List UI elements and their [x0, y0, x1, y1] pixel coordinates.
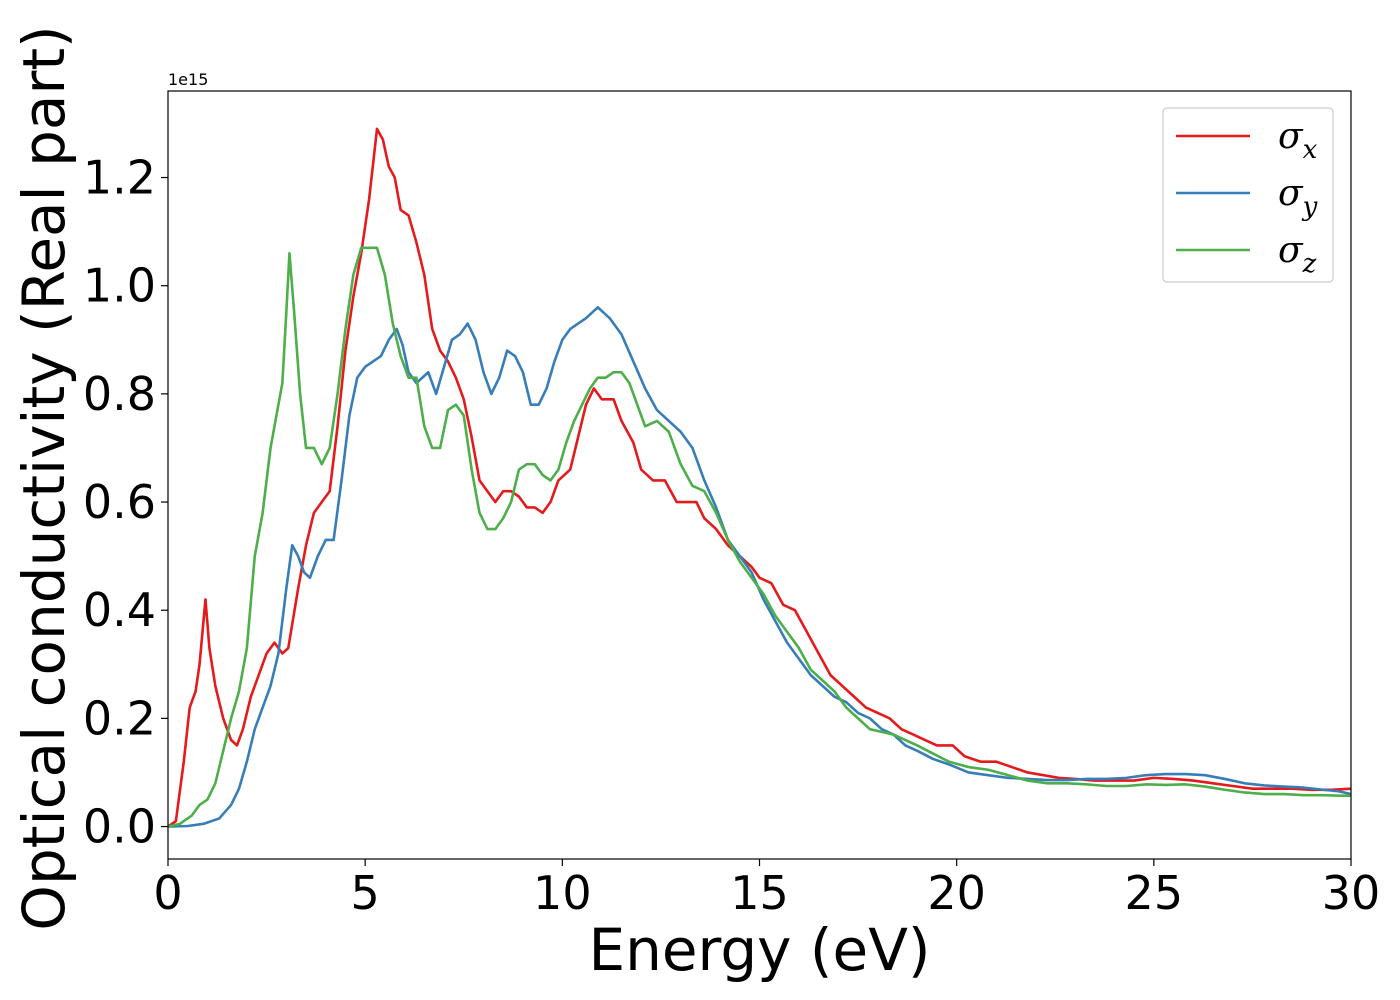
- y-tick-label: 1.2: [83, 151, 156, 205]
- legend: σx σy σz: [1162, 107, 1334, 283]
- series-line-x: [168, 127, 1351, 828]
- x-tick-label: 10: [533, 866, 592, 920]
- legend-label-y: σy: [1278, 173, 1318, 222]
- series-line-y: [168, 306, 1351, 828]
- legend-label-x: σx: [1278, 116, 1318, 165]
- y-axis-ticks: 0.0 0.2 0.4 0.6 0.8 1.0 1.2: [83, 151, 168, 854]
- x-axis-ticks: 0 5 10 15 20 25 30: [153, 859, 1380, 920]
- y-axis-label: Optical conductivity (Real part): [10, 25, 78, 930]
- series-lines: [168, 127, 1351, 828]
- x-axis-label: Energy (eV): [588, 916, 930, 984]
- y-offset-label: 1e15: [168, 70, 208, 89]
- y-tick-label: 0.4: [83, 583, 156, 637]
- x-tick-label: 25: [1125, 866, 1184, 920]
- legend-label-z: σz: [1278, 230, 1317, 279]
- x-tick-label: 5: [351, 866, 380, 920]
- legend-box: [1162, 107, 1334, 283]
- y-tick-label: 0.6: [83, 475, 156, 529]
- x-tick-label: 15: [730, 866, 789, 920]
- legend-items: σx σy σz: [1176, 116, 1318, 279]
- series-line-z: [168, 246, 1351, 828]
- x-tick-label: 0: [153, 866, 182, 920]
- y-tick-label: 0.0: [83, 800, 156, 854]
- y-tick-label: 1.0: [83, 259, 156, 313]
- y-tick-label: 0.8: [83, 367, 156, 421]
- x-tick-label: 20: [927, 866, 986, 920]
- y-tick-label: 0.2: [83, 691, 156, 745]
- x-tick-label: 30: [1322, 866, 1381, 920]
